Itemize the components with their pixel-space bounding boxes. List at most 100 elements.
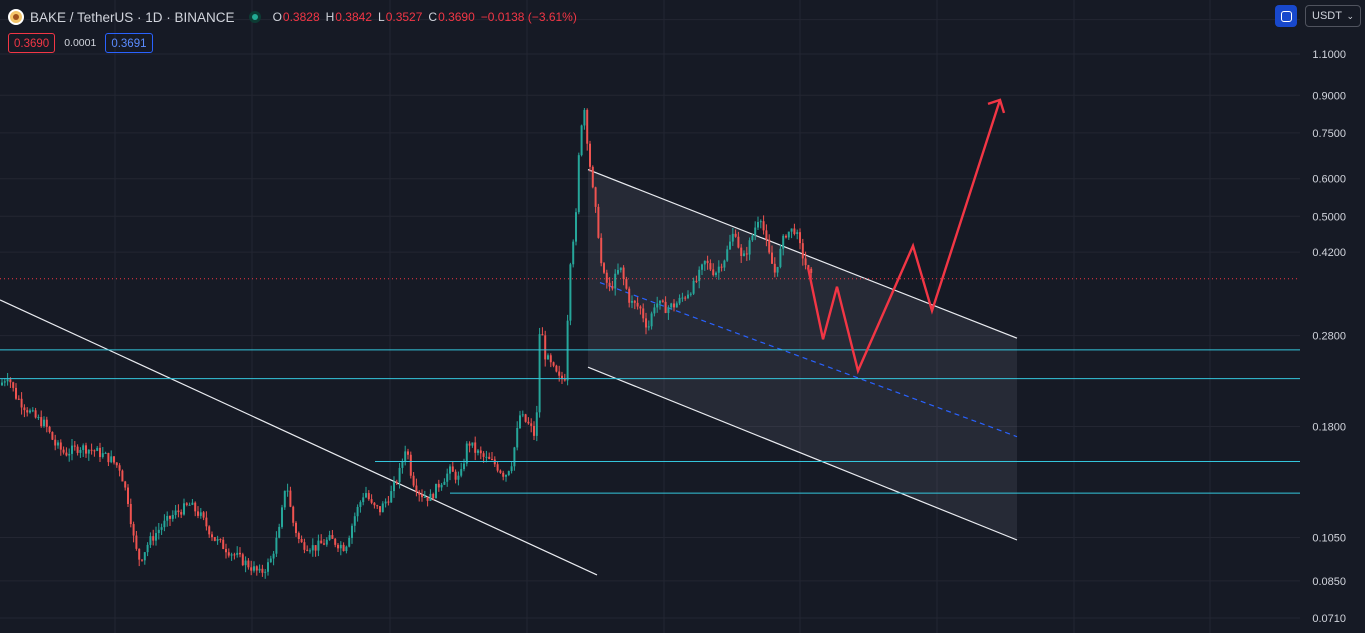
projection-polyline [806,99,1002,375]
candle-body [202,512,205,518]
candle-body [328,535,331,540]
candle-body [491,458,493,460]
candle-body [801,243,804,259]
candle-body [460,469,463,476]
candle-body [516,427,519,448]
market-open-status-icon [248,11,261,23]
candle-body [51,431,54,440]
symbol-header: BAKE / TetherUS · 1D · BINANCE O0.3828 H… [8,8,577,26]
candle-body [790,228,793,232]
candle-body [87,449,90,454]
candle-body [76,446,79,453]
candle-body [180,512,183,515]
candle-body [437,483,440,488]
candle-body [617,270,619,274]
candle-body [353,516,356,526]
candle-body [62,449,65,453]
candle-body [48,426,51,432]
candle-body [435,483,437,499]
candle-body [258,568,261,571]
candle-body [267,562,269,572]
candle-body [541,334,544,336]
candle-body [782,235,785,249]
candle-body [390,491,393,503]
candle-body [507,471,510,475]
spread-value: 0.0001 [64,37,97,49]
currency-selector[interactable]: USDT ⌄ [1305,5,1361,27]
candle-body [715,272,717,275]
l-label: L [378,10,385,24]
candle-body [745,253,748,255]
candle-body [407,451,409,455]
y-tick-label: 0.5000 [1312,211,1346,223]
candle-body [558,371,561,376]
candle-body [527,421,530,424]
candle-body [779,248,782,267]
candle-body [185,503,188,505]
candle-body [457,475,460,480]
candle-body [281,507,283,527]
candle-body [667,307,670,313]
candle-body [717,266,720,273]
candle-body [675,303,678,308]
candle-body [311,545,314,551]
candle-body [429,493,432,501]
candle-body [157,529,160,534]
candle-body [216,539,219,541]
candle-body [510,466,513,472]
y-tick-label: 0.6000 [1312,174,1346,186]
y-tick-label: 0.2800 [1312,331,1346,343]
candle-body [477,450,479,453]
candle-body [734,233,737,237]
candle-body [404,451,407,462]
candle-body [241,554,244,566]
candle-body [594,187,597,207]
ohlc-close: C0.3690 [428,10,474,24]
price-axis: 1.30001.10000.90000.75000.60000.50000.42… [1300,0,1365,633]
candle-body [79,449,82,453]
candle-body [748,240,751,255]
candle-body [362,497,365,503]
sync-button[interactable] [1275,5,1297,27]
candle-body [379,506,381,513]
candle-body [278,526,281,538]
candle-body [71,445,73,454]
candle-body [485,456,488,458]
candle-body [496,464,499,471]
candle-body [135,535,138,549]
candle-body [563,379,566,381]
candle-body [272,553,275,559]
candle-body [636,302,639,307]
candle-body [247,560,250,568]
candle-body [482,453,485,457]
candle-body [17,398,20,400]
candle-body [754,227,757,236]
candle-body [804,258,807,266]
candle-body [712,269,715,275]
candle-body [471,442,474,446]
candle-body [208,526,211,535]
candle-body [387,501,390,503]
candle-body [446,473,449,482]
buy-button[interactable]: 0.3691 [105,33,153,53]
candle-body [31,410,34,412]
candle-body [692,280,695,294]
candle-body [569,264,572,321]
symbol-title[interactable]: BAKE / TetherUS · 1D · BINANCE [30,9,235,25]
candle-body [423,496,426,498]
candle-body [454,471,457,480]
candle-body [547,355,549,360]
sell-button[interactable]: 0.3690 [8,33,56,53]
candle-body [521,414,524,416]
candle-body [681,297,684,299]
candle-body [628,288,631,303]
candle-body [286,490,289,492]
candle-body [421,494,423,498]
candle-body [339,544,342,549]
candle-body [631,300,633,303]
candle-body [381,503,384,513]
candle-body [591,166,594,188]
candle-body [297,533,300,539]
candle-body [129,503,132,525]
